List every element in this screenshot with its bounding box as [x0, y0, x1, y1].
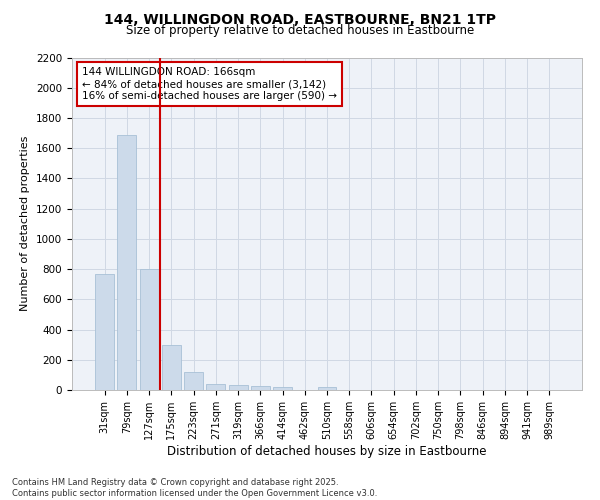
Bar — [118, 134, 136, 390]
X-axis label: Distribution of detached houses by size in Eastbourne: Distribution of detached houses by size … — [167, 444, 487, 458]
Bar — [229, 384, 248, 390]
Bar — [273, 387, 292, 390]
Text: 144 WILLINGDON ROAD: 166sqm
← 84% of detached houses are smaller (3,142)
16% of : 144 WILLINGDON ROAD: 166sqm ← 84% of det… — [82, 68, 337, 100]
Text: 144, WILLINGDON ROAD, EASTBOURNE, BN21 1TP: 144, WILLINGDON ROAD, EASTBOURNE, BN21 1… — [104, 12, 496, 26]
Bar — [184, 372, 203, 390]
Bar — [140, 269, 158, 390]
Bar — [206, 384, 225, 390]
Bar — [95, 274, 114, 390]
Text: Size of property relative to detached houses in Eastbourne: Size of property relative to detached ho… — [126, 24, 474, 37]
Bar — [162, 344, 181, 390]
Bar — [317, 387, 337, 390]
Text: Contains HM Land Registry data © Crown copyright and database right 2025.
Contai: Contains HM Land Registry data © Crown c… — [12, 478, 377, 498]
Bar — [251, 386, 270, 390]
Y-axis label: Number of detached properties: Number of detached properties — [20, 136, 31, 312]
